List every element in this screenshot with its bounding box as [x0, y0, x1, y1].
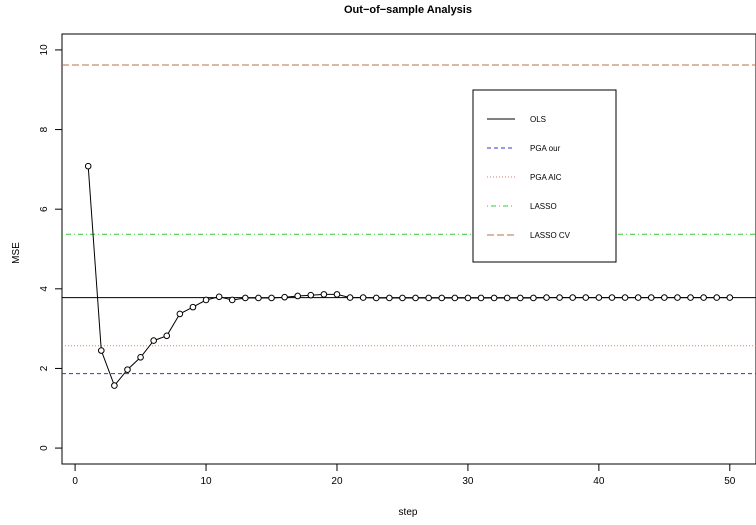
- data-point: [490, 294, 498, 302]
- legend: OLS PGA our PGA AIC LASSO LASSO CV: [472, 89, 617, 263]
- data-point: [163, 332, 171, 340]
- data-point: [242, 294, 249, 302]
- data-point: [189, 303, 197, 311]
- x-ticks: 0 10 20 30 40 50: [72, 464, 736, 487]
- axes: [61, 50, 739, 465]
- data-point: [111, 382, 118, 389]
- x-tick-label: 50: [724, 476, 736, 487]
- data-point: [412, 294, 419, 302]
- y-tick-label: 8: [39, 126, 50, 132]
- data-point: [661, 294, 668, 301]
- legend-label: LASSO CV: [530, 231, 571, 240]
- data-point: [228, 296, 236, 304]
- data-point: [333, 291, 341, 298]
- legend-label: PGA AIC: [530, 173, 562, 182]
- x-tick-label: 10: [200, 476, 212, 487]
- data-point: [647, 294, 655, 301]
- data-point: [97, 347, 105, 354]
- data-point: [517, 294, 524, 302]
- y-ticks: 0 2 4 6 8 10: [39, 44, 62, 451]
- plot-area: [61, 33, 756, 465]
- y-tick-label: 4: [39, 286, 50, 292]
- legend-label: OLS: [530, 115, 546, 124]
- data-point: [294, 292, 301, 300]
- y-tick-label: 0: [39, 445, 50, 451]
- x-tick-label: 30: [462, 476, 474, 487]
- data-point: [438, 294, 446, 302]
- y-axis-label: MSE: [11, 242, 22, 264]
- x-axis-label: step: [399, 507, 418, 518]
- data-point: [268, 294, 275, 302]
- data-point: [346, 294, 354, 301]
- plot-box: [61, 33, 756, 465]
- data-point: [556, 294, 563, 301]
- data-point: [176, 310, 184, 318]
- data-point: [150, 337, 157, 344]
- y-tick-label: 6: [39, 206, 50, 212]
- data-point: [687, 294, 694, 301]
- data-point: [503, 294, 511, 302]
- y-tick-label: 10: [39, 44, 50, 56]
- data-point: [281, 293, 288, 301]
- series-group: [84, 162, 734, 389]
- data-point: [137, 353, 144, 361]
- data-point: [320, 291, 328, 298]
- x-tick-label: 20: [331, 476, 343, 487]
- data-point: [386, 294, 393, 302]
- legend-label: LASSO: [530, 202, 557, 211]
- data-point: [202, 296, 210, 304]
- legend-label: PGA our: [530, 144, 561, 153]
- data-point: [713, 294, 721, 301]
- data-point: [425, 294, 432, 302]
- data-point: [359, 294, 367, 301]
- data-point: [634, 294, 642, 301]
- data-point: [726, 294, 734, 301]
- data-point: [477, 294, 485, 302]
- x-tick-label: 0: [72, 476, 78, 487]
- x-tick-label: 40: [593, 476, 605, 487]
- data-point: [451, 294, 459, 302]
- data-point: [674, 294, 681, 301]
- data-point: [595, 294, 603, 301]
- data-point: [124, 366, 131, 373]
- data-point: [255, 294, 262, 302]
- data-point: [582, 294, 590, 301]
- data-point: [307, 291, 315, 299]
- data-point: [464, 294, 472, 302]
- data-point: [84, 162, 92, 170]
- chart-title: Out−of−sample Analysis: [344, 4, 472, 16]
- data-point: [530, 294, 537, 302]
- data-point: [621, 294, 629, 301]
- data-point: [215, 293, 223, 301]
- data-point: [569, 294, 576, 301]
- data-point: [543, 294, 550, 301]
- reference-lines: [62, 64, 756, 375]
- data-point: [372, 294, 380, 302]
- data-point: [700, 294, 707, 301]
- series-line: [87, 166, 730, 387]
- y-tick-label: 2: [39, 365, 50, 371]
- data-point: [608, 294, 616, 301]
- data-point: [399, 294, 406, 302]
